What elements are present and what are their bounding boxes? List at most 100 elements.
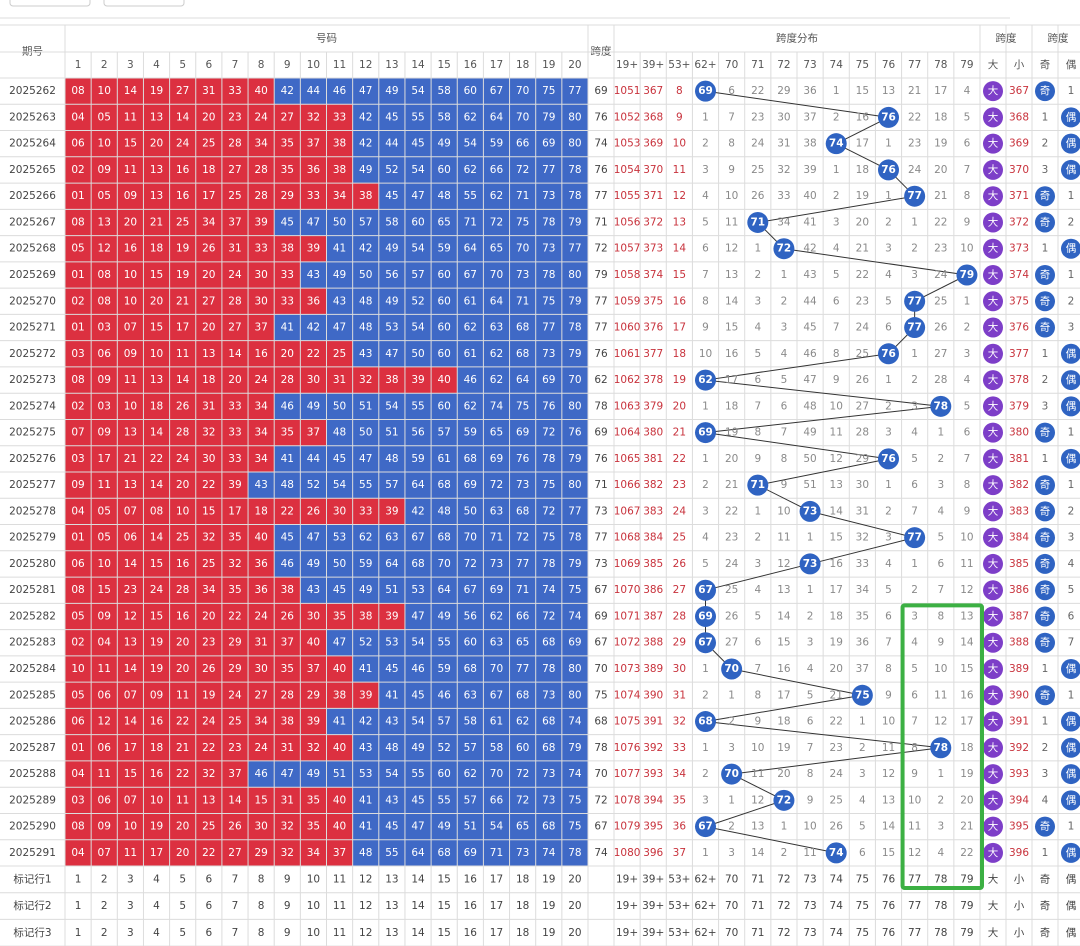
number: 10	[150, 794, 163, 806]
bs-count: 375	[1009, 295, 1029, 307]
miss-count: 375	[643, 295, 663, 307]
number-cell	[248, 655, 275, 683]
number: 78	[542, 453, 555, 465]
miss-count: 4	[754, 584, 761, 596]
bs-mark: 大	[988, 846, 999, 859]
number: 49	[385, 243, 398, 255]
miss-count: 1	[702, 453, 709, 465]
number-cell	[248, 340, 275, 367]
number: 47	[411, 821, 424, 833]
number-cell	[274, 104, 301, 131]
number-cell	[457, 734, 484, 761]
number-cell	[117, 78, 144, 105]
number: 17	[98, 453, 111, 465]
miss-count: 1060	[614, 322, 641, 334]
number: 77	[568, 243, 581, 255]
number: 33	[307, 190, 320, 202]
footer-cell: 10	[307, 873, 320, 885]
number-cell	[117, 524, 144, 551]
number: 32	[202, 768, 215, 780]
number-cell	[561, 524, 588, 551]
number-cell	[378, 550, 405, 578]
miss-count: 6	[859, 847, 866, 859]
footer-cell: 13	[385, 873, 398, 885]
number: 57	[411, 269, 424, 281]
number: 46	[254, 768, 268, 780]
number-cell	[143, 104, 170, 131]
number-cell	[143, 682, 170, 709]
number-cell	[91, 209, 118, 236]
number-cell	[535, 261, 562, 289]
number: 40	[333, 794, 346, 806]
number-cell	[535, 734, 562, 761]
number-cell	[300, 445, 327, 472]
miss-count: 1061	[614, 348, 641, 360]
miss-count: 22	[908, 111, 921, 123]
number: 62	[516, 716, 529, 728]
number-cell	[457, 708, 484, 735]
number: 70	[490, 663, 503, 675]
number-cell	[195, 629, 222, 656]
bs-ball	[983, 580, 1003, 601]
footer-cell: 小	[1014, 900, 1025, 912]
number: 54	[411, 164, 425, 176]
number: 32	[307, 742, 320, 754]
miss-count: 1066	[614, 479, 641, 491]
footer-cell: 77	[908, 927, 921, 939]
bs-mark: 大	[988, 215, 999, 228]
hit-link	[705, 90, 889, 118]
number: 47	[411, 190, 424, 202]
toolbar-button[interactable]	[103, 0, 185, 7]
number-cell	[274, 183, 301, 210]
oe-mark: 偶	[1066, 373, 1077, 386]
miss-count: 19	[830, 637, 843, 649]
number: 40	[254, 85, 267, 97]
miss-count: 2	[702, 138, 709, 150]
number-cell	[248, 78, 275, 105]
number: 07	[124, 794, 137, 806]
number: 10	[98, 85, 111, 97]
issue: 2025271	[9, 322, 56, 334]
number-cell	[326, 629, 353, 656]
number-cell	[91, 288, 118, 315]
number: 34	[333, 190, 347, 202]
miss-count: 12	[908, 847, 921, 859]
number-cell	[431, 209, 458, 236]
miss-count: 10	[960, 243, 973, 255]
number: 56	[411, 427, 425, 439]
number-cell	[326, 787, 353, 814]
number: 30	[307, 610, 320, 622]
bs-ball	[983, 737, 1003, 758]
number-cell	[117, 550, 144, 578]
number-cell	[195, 340, 222, 367]
number: 76	[516, 453, 530, 465]
hit-value: 69	[698, 610, 713, 622]
miss-count: 8	[754, 427, 761, 439]
oe-count: 1	[1068, 427, 1075, 439]
miss-count: 3	[911, 610, 918, 622]
span-value: 77	[594, 190, 607, 202]
number: 43	[307, 584, 320, 596]
miss-count: 389	[643, 663, 663, 675]
number-cell	[561, 445, 588, 472]
number: 45	[333, 584, 346, 596]
number: 28	[254, 190, 267, 202]
miss-count: 1	[754, 243, 761, 255]
number: 72	[516, 794, 529, 806]
toolbar-button[interactable]	[9, 0, 91, 7]
miss-count: 1053	[614, 138, 641, 150]
number-cell	[352, 472, 379, 499]
number: 54	[411, 85, 425, 97]
number-cell	[274, 629, 301, 656]
number: 47	[307, 216, 320, 228]
miss-count: 8	[702, 295, 709, 307]
number: 60	[464, 85, 477, 97]
number: 72	[516, 532, 529, 544]
column-label: 5	[179, 59, 186, 71]
number-cell	[91, 655, 118, 683]
miss-count: 9	[754, 716, 761, 728]
number-cell	[431, 419, 458, 446]
number-cell	[483, 498, 510, 525]
number-cell	[195, 104, 222, 131]
number: 31	[281, 794, 294, 806]
